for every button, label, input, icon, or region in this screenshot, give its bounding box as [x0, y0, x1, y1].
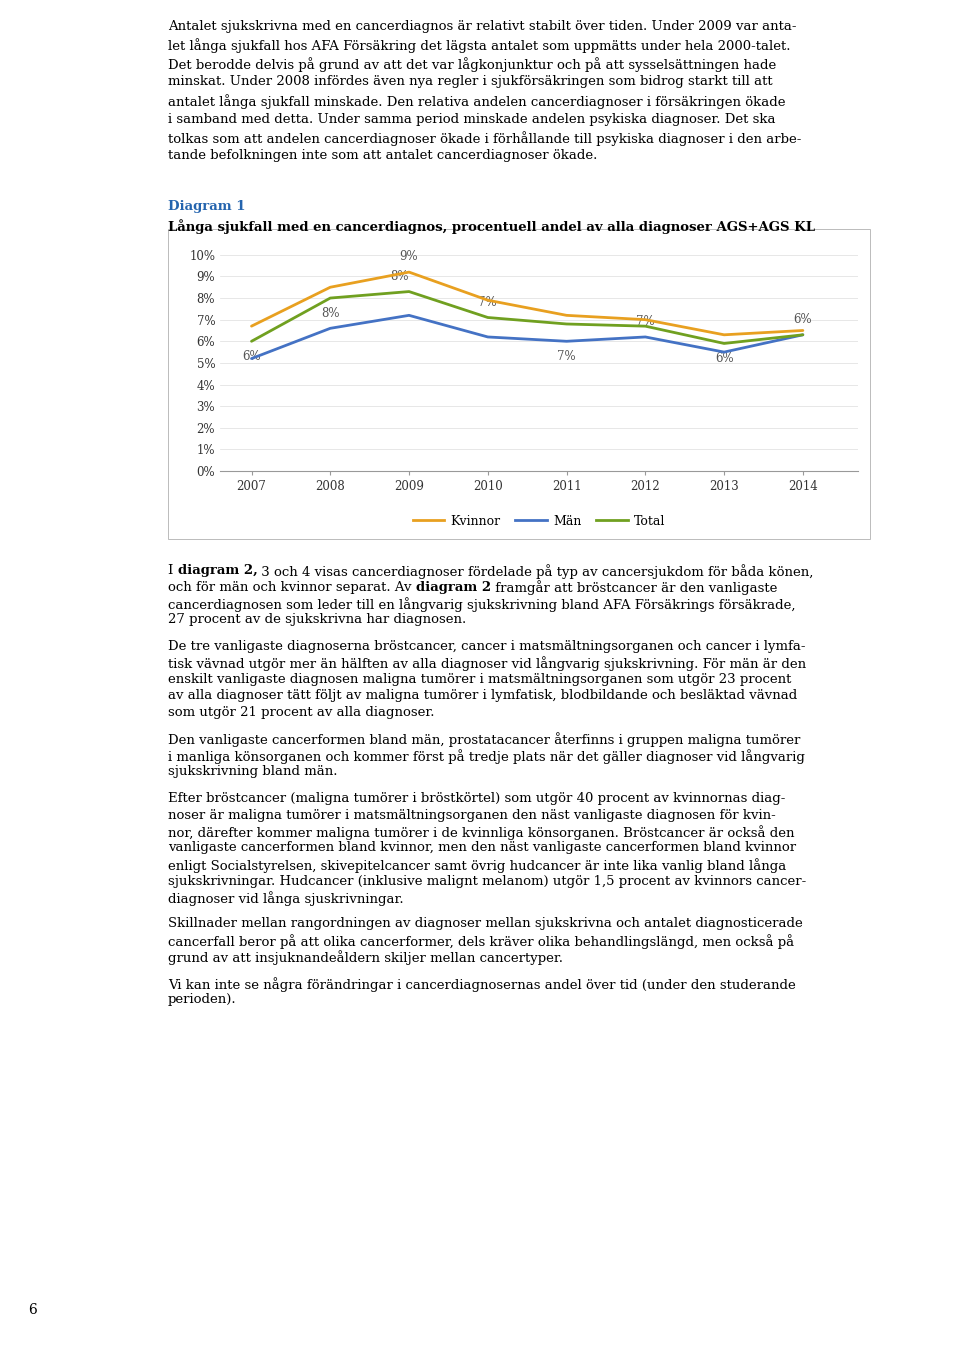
Text: cancerdiagnosen som leder till en långvarig sjukskrivning bland AFA Försäkrings : cancerdiagnosen som leder till en långva… [168, 597, 796, 612]
Text: tande befolkningen inte som att antalet cancerdiagnoser ökade.: tande befolkningen inte som att antalet … [168, 149, 597, 163]
Text: framgår att bröstcancer är den vanligaste: framgår att bröstcancer är den vanligast… [491, 581, 778, 596]
Text: diagnoser vid långa sjuskrivningar.: diagnoser vid långa sjuskrivningar. [168, 890, 403, 907]
Text: i manliga könsorganen och kommer först på tredje plats när det gäller diagnoser : i manliga könsorganen och kommer först p… [168, 749, 804, 764]
Text: Vi kan inte se några förändringar i cancerdiagnosernas andel över tid (under den: Vi kan inte se några förändringar i canc… [168, 976, 796, 991]
Text: Antalet sjukskrivna med en cancerdiagnos är relativt stabilt över tiden. Under 2: Antalet sjukskrivna med en cancerdiagnos… [168, 20, 797, 34]
Text: Skillnader mellan rangordningen av diagnoser mellan sjukskrivna och antalet diag: Skillnader mellan rangordningen av diagn… [168, 917, 803, 931]
Text: minskat. Under 2008 infördes även nya regler i sjukförsäkringen som bidrog stark: minskat. Under 2008 infördes även nya re… [168, 75, 773, 89]
Text: 27 procent av de sjukskrivna har diagnosen.: 27 procent av de sjukskrivna har diagnos… [168, 613, 467, 627]
Text: cancerfall beror på att olika cancerformer, dels kräver olika behandlingslängd, : cancerfall beror på att olika cancerform… [168, 933, 794, 948]
Text: 8%: 8% [321, 307, 340, 320]
Text: 7%: 7% [636, 315, 655, 328]
Text: 6%: 6% [242, 350, 261, 363]
Text: perioden).: perioden). [168, 994, 236, 1006]
Text: I: I [168, 564, 178, 577]
Text: tisk vävnad utgör mer än hälften av alla diagnoser vid långvarig sjukskrivning. : tisk vävnad utgör mer än hälften av alla… [168, 656, 806, 671]
Text: och för män och kvinnor separat. Av: och för män och kvinnor separat. Av [168, 581, 416, 593]
Text: grund av att insjuknandeåldern skiljer mellan cancertyper.: grund av att insjuknandeåldern skiljer m… [168, 951, 563, 966]
Text: i samband med detta. Under samma period minskade andelen psykiska diagnoser. Det: i samband med detta. Under samma period … [168, 113, 776, 125]
Text: enskilt vanligaste diagnosen maligna tumörer i matsmältningsorganen som utgör 23: enskilt vanligaste diagnosen maligna tum… [168, 672, 791, 686]
Text: Det berodde delvis på grund av att det var lågkonjunktur och på att sysselsättni: Det berodde delvis på grund av att det v… [168, 56, 777, 71]
Text: tolkas som att andelen cancerdiagnoser ökade i förhållande till psykiska diagnos: tolkas som att andelen cancerdiagnoser ö… [168, 130, 802, 145]
Text: let långa sjukfall hos AFA Försäkring det lägsta antalet som uppmätts under hela: let långa sjukfall hos AFA Försäkring de… [168, 39, 790, 54]
Text: Diagram 1: Diagram 1 [168, 200, 246, 213]
Legend: Kvinnor, Män, Total: Kvinnor, Män, Total [408, 510, 670, 533]
Text: Efter bröstcancer (maligna tumörer i bröstkörtel) som utgör 40 procent av kvinno: Efter bröstcancer (maligna tumörer i brö… [168, 792, 785, 806]
Text: diagram 2: diagram 2 [416, 581, 491, 593]
Text: 6%: 6% [794, 313, 812, 325]
Text: 3 och 4 visas cancerdiagnoser fördelade på typ av cancersjukdom för båda könen,: 3 och 4 visas cancerdiagnoser fördelade … [257, 564, 814, 578]
Text: av alla diagnoser tätt följt av maligna tumörer i lymfatisk, blodbildande och be: av alla diagnoser tätt följt av maligna … [168, 690, 797, 702]
Text: De tre vanligaste diagnoserna bröstcancer, cancer i matsmältningsorganen och can: De tre vanligaste diagnoserna bröstcance… [168, 640, 805, 654]
Text: Långa sjukfall med en cancerdiagnos, procentuell andel av alla diagnoser AGS+AGS: Långa sjukfall med en cancerdiagnos, pro… [168, 219, 815, 234]
Bar [168, 229, 870, 539]
Text: 7%: 7% [557, 350, 576, 363]
Text: Den vanligaste cancerformen bland män, prostatacancer återfinns i gruppen malign: Den vanligaste cancerformen bland män, p… [168, 733, 801, 748]
Text: sjukskrivning bland män.: sjukskrivning bland män. [168, 765, 338, 779]
Text: enligt Socialstyrelsen, skivepitelcancer samt övrig hudcancer är inte lika vanli: enligt Socialstyrelsen, skivepitelcancer… [168, 858, 786, 873]
Text: 9%: 9% [399, 250, 419, 264]
Text: 7%: 7% [478, 296, 497, 309]
Text: antalet långa sjukfall minskade. Den relativa andelen cancerdiagnoser i försäkri: antalet långa sjukfall minskade. Den rel… [168, 94, 785, 109]
Text: noser är maligna tumörer i matsmältningsorganen den näst vanligaste diagnosen fö: noser är maligna tumörer i matsmältnings… [168, 808, 776, 822]
Text: 6%: 6% [715, 352, 733, 364]
Text: sjukskrivningar. Hudcancer (inklusive malignt melanom) utgör 1,5 procent av kvin: sjukskrivningar. Hudcancer (inklusive ma… [168, 874, 806, 888]
Text: diagram 2,: diagram 2, [178, 564, 257, 577]
Text: 8%: 8% [391, 270, 409, 282]
Text: 6: 6 [28, 1303, 36, 1317]
Text: som utgör 21 procent av alla diagnoser.: som utgör 21 procent av alla diagnoser. [168, 706, 435, 720]
Text: nor, därefter kommer maligna tumörer i de kvinnliga könsorganen. Bröstcancer är : nor, därefter kommer maligna tumörer i d… [168, 824, 795, 839]
Text: vanligaste cancerformen bland kvinnor, men den näst vanligaste cancerformen blan: vanligaste cancerformen bland kvinnor, m… [168, 842, 796, 854]
